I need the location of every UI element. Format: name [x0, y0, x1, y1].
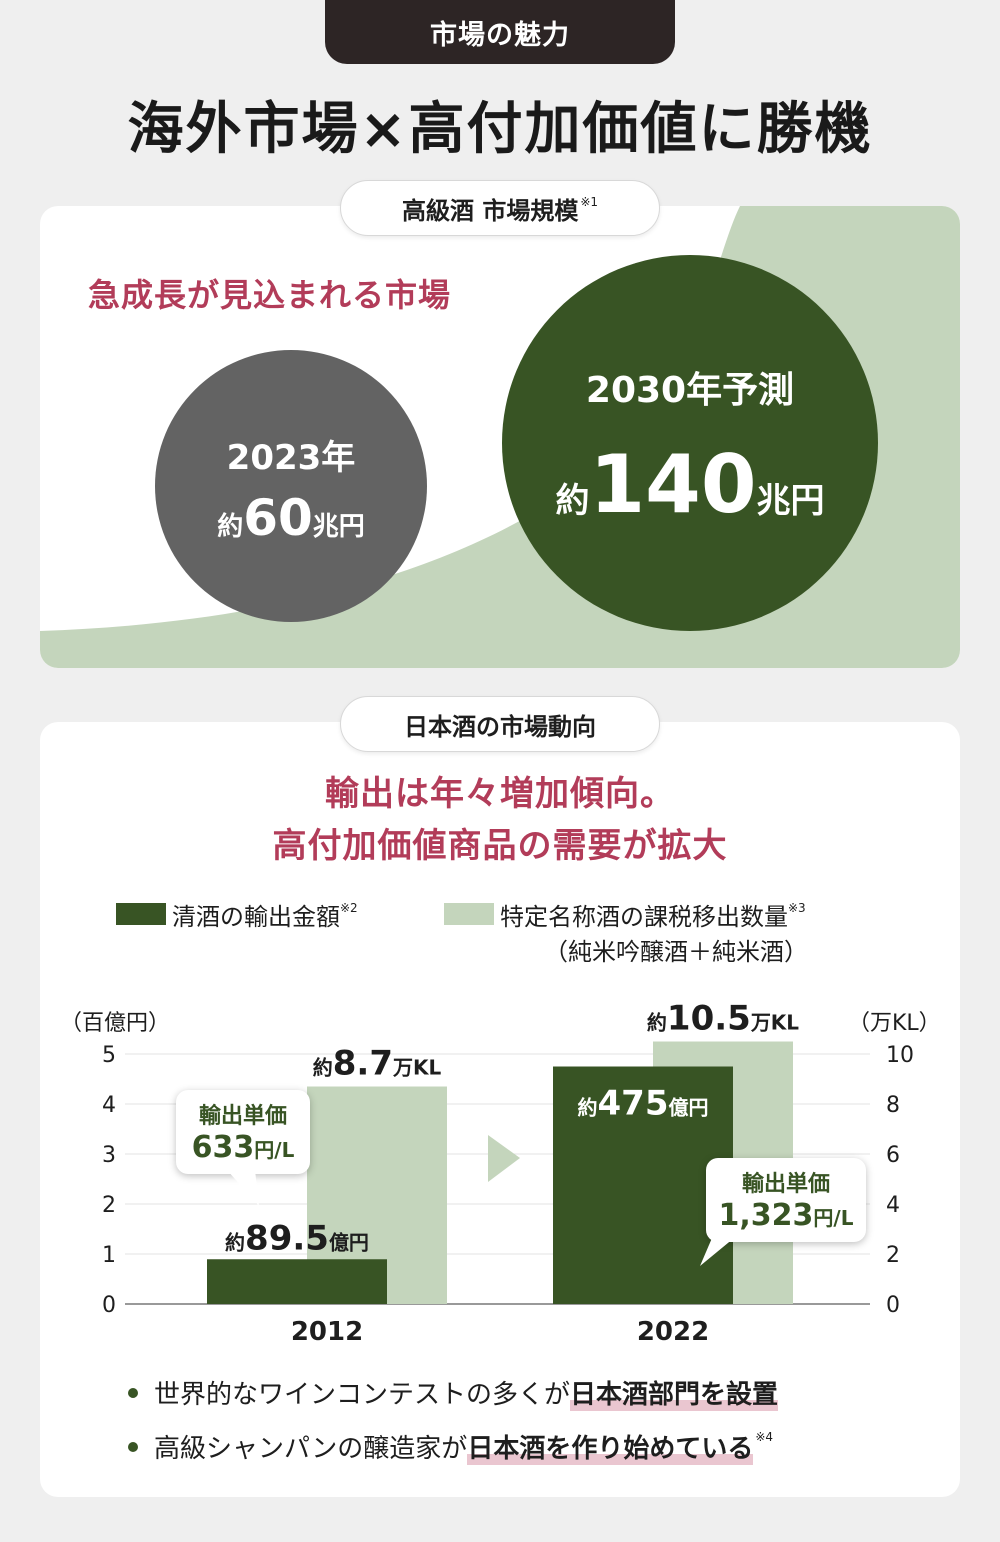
- unit-price-unit-2022: 円/L: [813, 1206, 854, 1230]
- market-headline: 急成長が見込まれる市場: [88, 276, 452, 314]
- legend-swatch-shipment-volume: [444, 903, 494, 925]
- y-left-tick-label: 5: [102, 1043, 116, 1068]
- y-right-tick-label: 2: [886, 1243, 900, 1268]
- circle-2030: 2030年予測 約 140 兆円: [502, 255, 878, 631]
- unit-price-bubble-2012: 輸出単価 633円/L: [176, 1090, 310, 1174]
- bullet-highlight: 日本酒を作り始めている: [467, 1428, 754, 1465]
- market-size-pill: 高級酒 市場規模 ※1: [340, 180, 660, 236]
- circle-2030-prefix: 約: [555, 481, 590, 521]
- legend-label-export-value: 清酒の輸出金額※2: [172, 897, 358, 932]
- bar-export-value-2012: [207, 1259, 387, 1304]
- y-right-axis-label: （万KL）: [848, 1011, 941, 1036]
- y-left-tick-label: 4: [102, 1093, 116, 1118]
- bullet-text: 高級シャンパンの醸造家が: [154, 1434, 468, 1464]
- unit-price-title-2012: 輸出単価: [198, 1104, 287, 1129]
- trend-headline-line1: 輸出は年々増加傾向。: [325, 774, 675, 814]
- chart-data-labels: 約8.7万KL 約89.5億円 約10.5万KL 約475億円: [225, 999, 799, 1259]
- market-trend-pill-label: 日本酒の市場動向: [404, 712, 596, 741]
- y-left-tick-label: 2: [102, 1193, 116, 1218]
- circle-2023-unit: 兆円: [312, 511, 365, 542]
- circle-2030-unit: 兆円: [756, 481, 825, 521]
- bubble-tail-2022: [700, 1238, 734, 1266]
- circle-2030-value: 140: [589, 438, 757, 531]
- x-tick-label: 2022: [637, 1317, 709, 1347]
- x-tick-label: 2012: [291, 1317, 363, 1347]
- data-label-export-value-2012: 約89.5億円: [225, 1218, 369, 1258]
- footnote-mark-3: ※3: [788, 901, 806, 915]
- y-right-tick-label: 0: [886, 1293, 900, 1318]
- y-right-tick-label: 8: [886, 1093, 900, 1118]
- header-tag: 市場の魅力: [325, 0, 675, 64]
- legend-swatch-export-value: [116, 903, 166, 925]
- arrow-right-icon: [488, 1135, 520, 1182]
- footnote-mark-1: ※1: [580, 195, 599, 209]
- bar-export-value-2022: [553, 1066, 733, 1304]
- market-trend-pill: 日本酒の市場動向: [340, 696, 660, 752]
- legend-label-2-text: 特定名称酒の課税移出数量: [500, 903, 788, 931]
- y-left-tick-label: 3: [102, 1143, 116, 1168]
- y-right-tick-label: 4: [886, 1193, 900, 1218]
- legend-label-shipment-volume-sub: （純米吟醸酒＋純米酒）: [544, 938, 808, 966]
- page-title: 海外市場×高付加価値に勝機: [127, 97, 873, 162]
- footnote-mark-2: ※2: [340, 901, 358, 915]
- y-left-tick-label: 1: [102, 1243, 116, 1268]
- bullet-highlight: 日本酒部門を設置: [570, 1374, 779, 1411]
- chart-axes: 0 0 1 2 2 4 3 6 4 8 5 10 （百億円） （万KL） 2012 2022: [60, 1011, 941, 1347]
- bullet-item: 世界的なワインコンテストの多くが 日本酒部門を設置: [128, 1374, 779, 1411]
- circle-2023-prefix: 約: [217, 511, 244, 542]
- bubble-tail-2012: [227, 1170, 259, 1206]
- market-size-pill-label: 高級酒 市場規模: [401, 196, 579, 225]
- data-label-shipment-volume-2022: 約10.5万KL: [647, 999, 799, 1039]
- circle-2023-year: 2023年: [226, 437, 356, 478]
- legend-label-shipment-volume: 特定名称酒の課税移出数量※3: [500, 897, 806, 932]
- data-label-shipment-volume-2012: 約8.7万KL: [313, 1044, 442, 1084]
- unit-price-title-2022: 輸出単価: [741, 1172, 830, 1197]
- y-right-tick-label: 6: [886, 1143, 900, 1168]
- y-left-axis-label: （百億円）: [60, 1011, 170, 1036]
- circle-2023-value: 60: [243, 488, 313, 547]
- bullet-dot-icon: [128, 1441, 138, 1452]
- bullet-text: 世界的なワインコンテストの多くが: [154, 1380, 571, 1410]
- bullet-item: 高級シャンパンの醸造家が 日本酒を作り始めている ※4: [128, 1428, 773, 1465]
- unit-price-unit-2012: 円/L: [254, 1138, 295, 1162]
- y-right-tick-label: 10: [886, 1043, 914, 1068]
- unit-price-bubble-2022: 輸出単価 1,323円/L: [706, 1158, 866, 1242]
- legend-label-1-text: 清酒の輸出金額: [172, 903, 340, 931]
- bullet-dot-icon: [128, 1387, 138, 1398]
- dual-axis-bar-chart: 0 01 22 43 64 85 10（百億円） （万KL）2012 2022 約8.7万KL約…: [60, 999, 941, 1348]
- unit-price-value-2012: 633: [191, 1130, 255, 1165]
- footnote-mark-4: ※4: [755, 1429, 774, 1444]
- circle-2023: 2023年 約 60 兆円: [155, 350, 427, 622]
- unit-price-value-2022: 1,323: [718, 1198, 814, 1233]
- circle-2030-year: 2030年予測: [585, 370, 795, 411]
- trend-headline-line2: 高付加価値商品の需要が拡大: [272, 826, 728, 866]
- y-left-tick-label: 0: [102, 1293, 116, 1318]
- data-label-export-value-2022: 約475億円: [578, 1084, 709, 1124]
